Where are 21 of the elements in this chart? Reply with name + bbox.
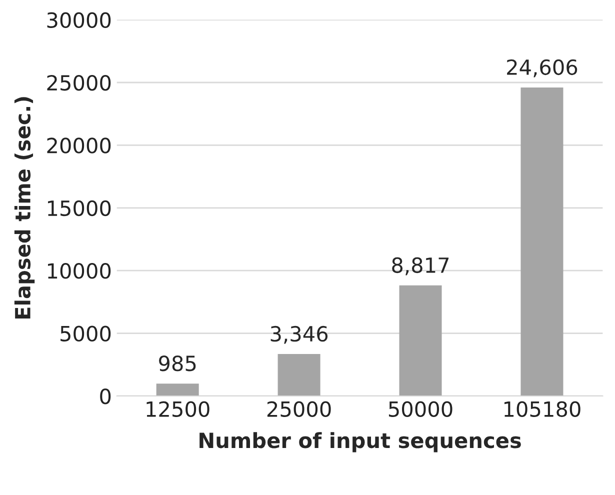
x-axis-title: Number of input sequences [200,432,521,452]
data-label: 24,606 [507,59,578,78]
bar [520,87,564,396]
y-tick-label: 0 [100,388,111,404]
y-tick-label: 10000 [48,263,111,279]
data-label: 985 [159,356,196,372]
bar [278,354,320,396]
y-tick-label: 5000 [60,326,111,342]
bar [156,384,199,396]
y-axis-title: Elapsed time (sec.) [14,97,35,319]
y-tick-label: 30000 [47,12,111,28]
x-tick-label: 25000 [267,401,331,417]
y-tick-label: 15000 [48,200,111,216]
y-tick-label: 25000 [47,74,111,91]
data-label: 3,346 [270,326,328,344]
y-tick-label: 20000 [47,138,111,154]
x-tick-label: 105180 [504,401,580,417]
x-tick-label: 50000 [388,401,452,417]
data-label: 8,817 [392,257,449,276]
bar [399,285,442,396]
x-tick-label: 12500 [146,401,210,417]
